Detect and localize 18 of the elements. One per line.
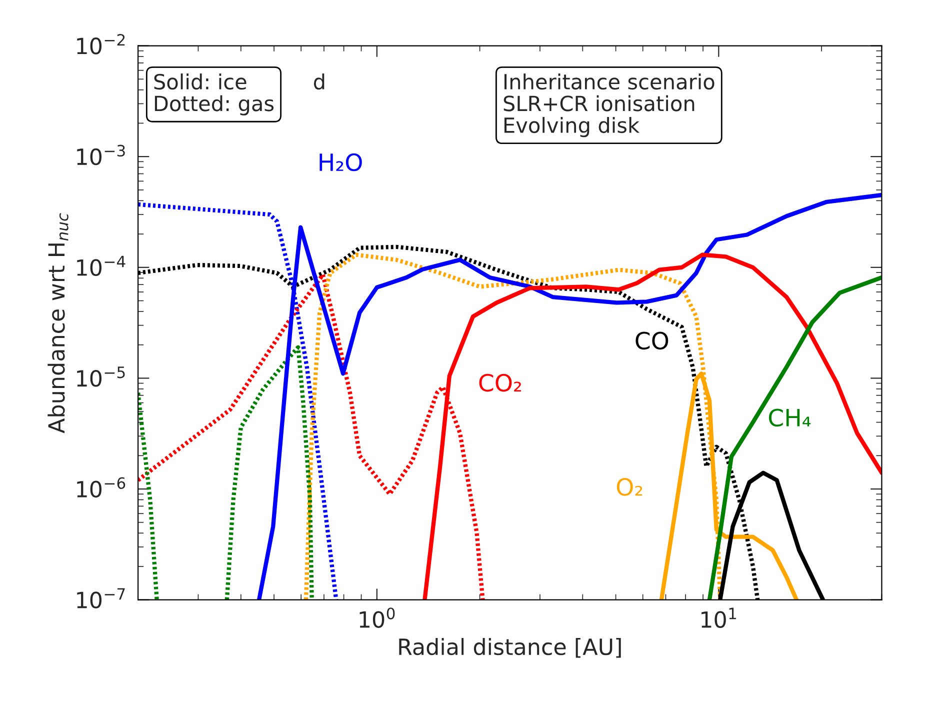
annotation: Inheritance scenario SLR+CR ionisation Evolving disk xyxy=(504,73,714,138)
y-tick-label: 10$^{−2}$ xyxy=(77,34,125,54)
y-tick-label: 10$^{−5}$ xyxy=(77,366,125,387)
text: CO xyxy=(636,332,668,350)
series-label: CO₂ xyxy=(479,374,521,392)
y-tick-label: 10$^{−4}$ xyxy=(77,256,126,276)
y-tick-label: 10$^{−7}$ xyxy=(77,588,125,608)
x-tick-label: 10$^{0}$ xyxy=(360,608,395,628)
annotation: Solid: ice Dotted: gas xyxy=(154,73,274,116)
y-axis-title: Abundance wrt H$_{nuc}$ xyxy=(48,213,68,434)
x-tick-label: 10$^{1}$ xyxy=(702,608,736,628)
series-label: O₂ xyxy=(616,478,642,496)
y-tick-label: 10$^{−3}$ xyxy=(77,144,125,166)
x-axis-title: Radial distance [AU] xyxy=(399,638,621,658)
y-tick-label: 10$^{−6}$ xyxy=(77,477,126,498)
text: H₂O xyxy=(320,153,362,172)
series-label: CH₄ xyxy=(768,408,811,427)
annotation: d xyxy=(314,73,324,90)
